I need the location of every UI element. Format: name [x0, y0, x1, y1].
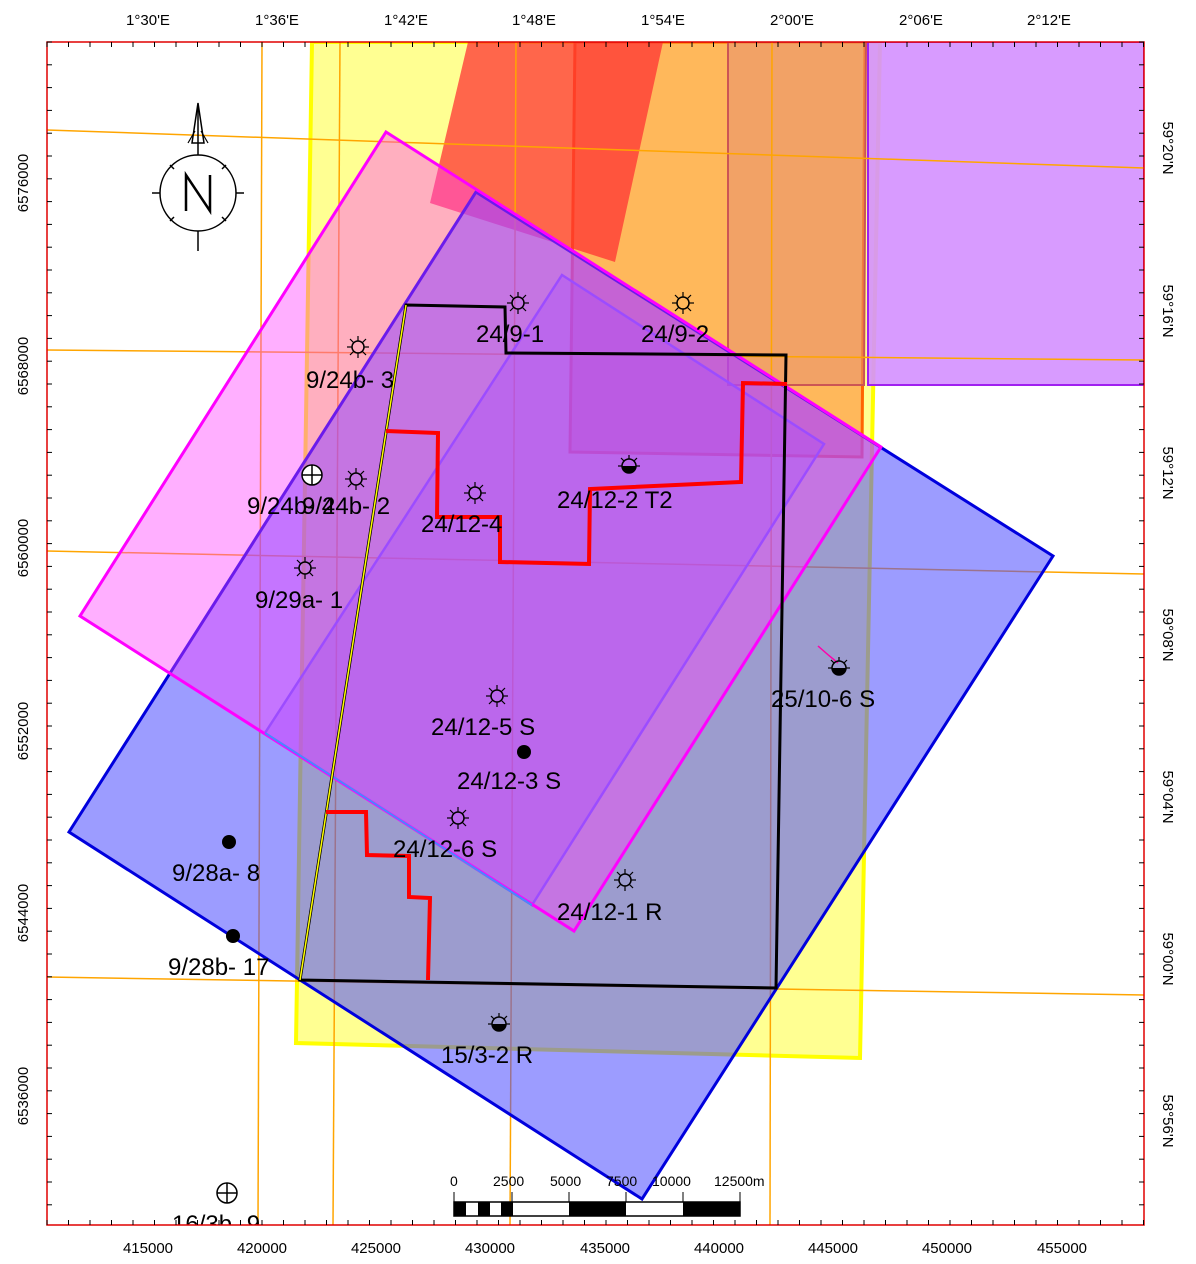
dry-well-icon[interactable]	[614, 869, 636, 891]
violet-licence-area[interactable]	[867, 42, 1144, 386]
bottom-tick-label: 450000	[922, 1240, 972, 1257]
bottom-tick-label: 440000	[694, 1240, 744, 1257]
top-tick-label: 1°54'E	[641, 12, 685, 29]
well-label: 9/28b- 17	[168, 954, 269, 981]
bottom-tick-label: 415000	[123, 1240, 173, 1257]
well-label: 24/12-1 R	[557, 899, 662, 926]
top-tick-label: 1°30'E	[126, 12, 170, 29]
well-label: 9/29a- 1	[255, 587, 343, 614]
top-tick-label: 1°36'E	[255, 12, 299, 29]
left-tick-label: 6560000	[15, 519, 32, 577]
left-tick-label: 6552000	[15, 702, 32, 760]
well-label: 9/24b- 3	[306, 367, 394, 394]
well-label: 25/10-6 S	[771, 686, 875, 713]
well-label: 24/9-1	[476, 321, 544, 348]
dry-well-icon[interactable]	[347, 336, 369, 358]
bottom-tick-label: 430000	[465, 1240, 515, 1257]
scalebar-label: 2500	[493, 1173, 524, 1189]
top-axis: 1°30'E 1°36'E 1°42'E 1°48'E 1°54'E 2°00'…	[126, 12, 1071, 29]
right-tick-label: 59°08'N	[1159, 608, 1176, 661]
well-label: 9/28a- 8	[172, 860, 260, 887]
oil-show-well-icon[interactable]	[828, 657, 850, 676]
right-tick-label: 59°00'N	[1159, 932, 1176, 985]
scalebar-label: 10000	[652, 1173, 691, 1189]
top-tick-label: 2°06'E	[899, 12, 943, 29]
well-label: 9/24b- 2	[302, 493, 390, 520]
well-label: 16/3b- 9	[172, 1211, 260, 1238]
dry-well-icon[interactable]	[507, 292, 529, 314]
dry-well-icon[interactable]	[294, 557, 316, 579]
right-tick-label: 59°12'N	[1159, 446, 1176, 499]
scalebar-label: 5000	[550, 1173, 581, 1189]
well-label: 24/12-4	[421, 511, 502, 538]
left-axis: 6576000 6568000 6560000 6552000 6544000 …	[15, 154, 32, 1125]
right-tick-label: 59°16'N	[1159, 284, 1176, 337]
top-tick-label: 1°48'E	[512, 12, 556, 29]
well-label: 24/9-2	[641, 321, 709, 348]
right-tick-label: 59°04'N	[1159, 770, 1176, 823]
well-label: 24/12-3 S	[457, 768, 561, 795]
oil-show-well-icon[interactable]	[618, 455, 640, 474]
plugged-well-icon[interactable]	[301, 464, 323, 486]
right-axis: 59°20'N 59°16'N 59°12'N 59°08'N 59°04'N …	[1159, 121, 1176, 1147]
north-arrow-icon	[152, 102, 244, 251]
oil-well-icon[interactable]	[517, 745, 531, 759]
scalebar-label: 0	[450, 1173, 458, 1189]
top-tick-label: 1°42'E	[384, 12, 428, 29]
dry-well-icon[interactable]	[672, 292, 694, 314]
right-tick-label: 59°20'N	[1159, 121, 1176, 174]
bottom-tick-label: 420000	[237, 1240, 287, 1257]
red-licence-outline-south[interactable]	[326, 810, 433, 981]
left-tick-label: 6544000	[15, 884, 32, 942]
bottom-tick-label: 445000	[808, 1240, 858, 1257]
dry-well-icon[interactable]	[447, 807, 469, 829]
red-licence-outline-north[interactable]	[385, 380, 788, 567]
yellow-block-edge	[299, 304, 407, 981]
oil-well-icon[interactable]	[226, 929, 240, 943]
bottom-axis: 415000 420000 425000 430000 435000 44000…	[123, 1240, 1087, 1257]
frame-ticks	[46, 41, 1144, 1225]
magenta-survey-area[interactable]	[77, 129, 884, 934]
wells-layer: 24/9-1 24/9-2 9/24b- 3 9/24b- 49/24b- 2 24/1…	[168, 292, 875, 1238]
dry-well-icon[interactable]	[345, 468, 367, 490]
scalebar-label: 12500m	[714, 1173, 765, 1189]
dry-well-icon[interactable]	[486, 685, 508, 707]
bottom-tick-label: 455000	[1037, 1240, 1087, 1257]
oil-well-icon[interactable]	[222, 835, 236, 849]
well-label: 24/12-2 T2	[557, 487, 673, 514]
top-tick-label: 2°12'E	[1027, 12, 1071, 29]
left-tick-label: 6568000	[15, 337, 32, 395]
plugged-well-icon[interactable]	[216, 1182, 238, 1204]
top-tick-label: 2°00'E	[770, 12, 814, 29]
bottom-tick-label: 425000	[351, 1240, 401, 1257]
well-label: 24/12-6 S	[393, 836, 497, 863]
cyan-edge	[264, 732, 533, 906]
well-label: 24/12-5 S	[431, 714, 535, 741]
well-label: 15/3-2 R	[441, 1042, 533, 1069]
map-frame	[46, 41, 1145, 1226]
left-tick-label: 6576000	[15, 154, 32, 212]
dry-well-icon[interactable]	[464, 482, 486, 504]
oil-show-well-icon[interactable]	[488, 1013, 510, 1032]
salmon-licence-area[interactable]	[727, 42, 868, 386]
right-tick-label: 58°56'N	[1159, 1094, 1176, 1147]
scalebar-label: 7500	[606, 1173, 637, 1189]
scale-bar: 0 2500 5000 7500 10000 12500m	[450, 1173, 765, 1217]
left-tick-label: 6536000	[15, 1067, 32, 1125]
bottom-tick-label: 435000	[580, 1240, 630, 1257]
well-label: 9/24b- 4	[247, 493, 335, 520]
